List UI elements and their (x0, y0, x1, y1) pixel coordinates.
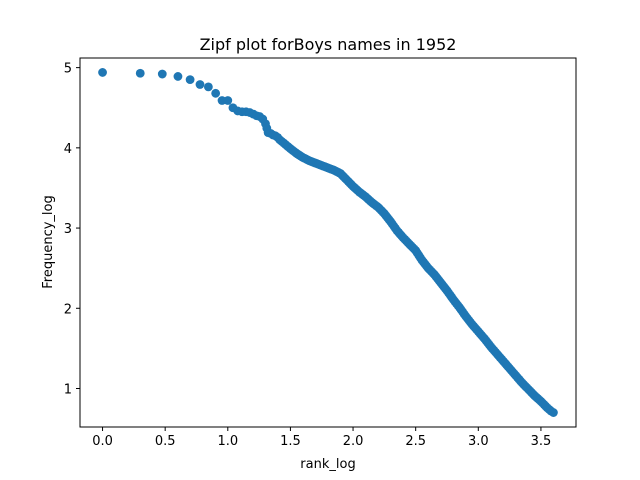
y-tick-label: 1 (64, 382, 72, 397)
data-point (203, 82, 213, 92)
data-point (173, 72, 183, 81)
data-point (185, 75, 195, 85)
y-tick-label: 2 (64, 302, 72, 317)
y-tick-label: 4 (64, 142, 72, 157)
x-tick-label: 3.0 (468, 434, 489, 449)
x-tick-label: 2.0 (343, 434, 364, 449)
x-tick-label: 1.5 (280, 434, 301, 449)
x-tick-label: 0.0 (92, 434, 113, 449)
x-tick-label: 0.5 (155, 434, 176, 449)
y-axis-label: Frequency_log (41, 195, 56, 288)
x-tick-label: 3.5 (531, 434, 552, 449)
data-point (544, 404, 554, 414)
y-tick-label: 3 (64, 222, 72, 237)
x-axis-label: rank_log (300, 457, 355, 472)
axis-ticks: 0.0 0.5 1.0 1.5 2.0 2.5 3.0 3.5 1 2 3 4 5 (64, 62, 552, 449)
data-point (262, 123, 272, 133)
data-point (98, 68, 107, 77)
data-point (223, 96, 233, 105)
plot-frame (79, 57, 577, 428)
y-tick-label: 5 (64, 62, 72, 77)
x-tick-label: 2.5 (405, 434, 426, 449)
data-point (157, 69, 167, 79)
data-point (211, 88, 221, 98)
chart-title: Zipf plot forBoys names in 1952 (200, 35, 457, 54)
data-point (195, 80, 205, 89)
data-points (98, 68, 558, 417)
data-point (135, 68, 145, 78)
x-tick-label: 1.0 (217, 434, 238, 449)
